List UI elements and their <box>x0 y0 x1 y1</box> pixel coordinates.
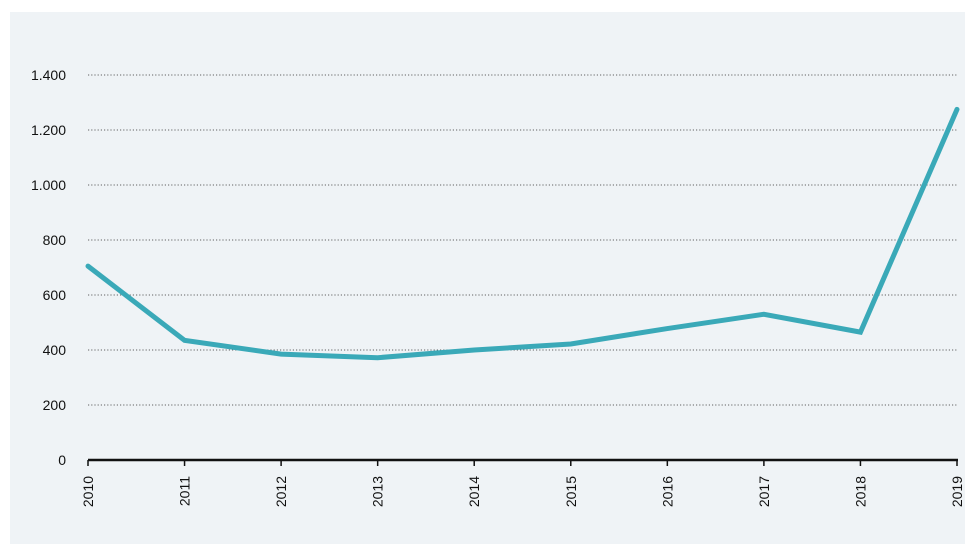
plot-background <box>10 12 965 544</box>
series-line <box>85 106 960 361</box>
series-layer <box>85 106 960 361</box>
x-tick-label: 2015 <box>563 476 579 507</box>
x-axis-ticks: 2010 2011 2012 2013 2014 2015 2016 2017 2018 2019 <box>80 460 965 507</box>
x-tick-label: 2017 <box>756 476 772 507</box>
y-tick-label: 1.400 <box>31 67 66 83</box>
x-tick-label: 2014 <box>466 476 482 507</box>
y-tick-label: 800 <box>43 232 67 248</box>
y-tick-label: 1.200 <box>31 122 66 138</box>
x-tick-label: 2018 <box>852 476 868 507</box>
y-tick-label: 1.000 <box>31 177 66 193</box>
x-tick-label: 2011 <box>177 476 193 506</box>
y-tick-label: 400 <box>43 342 67 358</box>
y-tick-label: 0 <box>58 452 66 468</box>
y-tick-label: 200 <box>43 397 67 413</box>
gridlines <box>88 74 958 462</box>
x-tick-label: 2013 <box>370 476 386 507</box>
x-tick-label: 2010 <box>80 476 96 507</box>
y-tick-label: 600 <box>43 287 67 303</box>
y-axis-ticks: 0 200 400 600 800 1.000 1.200 1.400 <box>31 67 66 468</box>
x-tick-label: 2012 <box>273 476 289 507</box>
x-tick-label: 2016 <box>659 476 675 507</box>
x-tick-label: 2019 <box>949 476 965 507</box>
